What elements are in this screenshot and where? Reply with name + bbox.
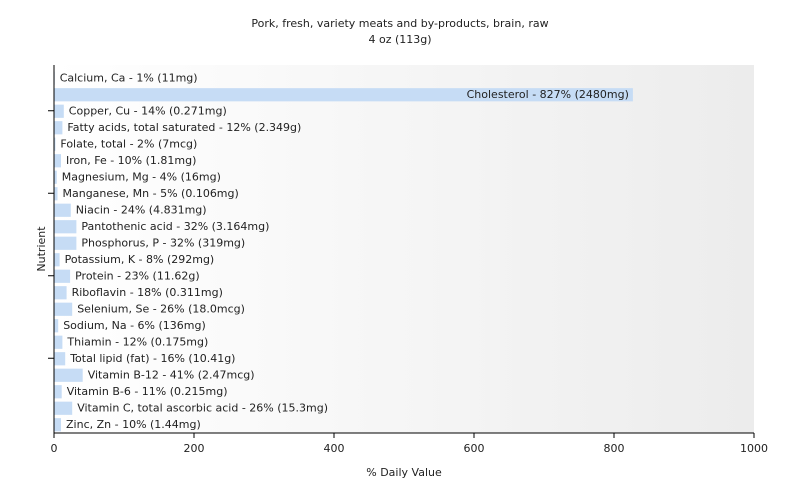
x-tick-label: 200 [184,442,205,455]
bar-label: Fatty acids, total saturated - 12% (2.34… [67,121,301,134]
x-axis-title: % Daily Value [366,466,442,479]
x-tick-label: 400 [324,442,345,455]
bar [54,335,63,349]
bar [54,220,77,234]
chart-subtitle: 4 oz (113g) [368,33,431,46]
bar-label: Zinc, Zn - 10% (1.44mg) [66,418,201,431]
chart-title: Pork, fresh, variety meats and by-produc… [251,17,548,30]
bar-label: Niacin - 24% (4.831mg) [76,203,207,216]
bar [54,385,62,399]
bar-label: Vitamin B-6 - 11% (0.215mg) [67,385,228,398]
bar [54,236,77,250]
bar [54,137,56,151]
bar-label: Folate, total - 2% (7mcg) [60,137,197,150]
bar [54,154,61,168]
bar [54,203,71,217]
bar [54,401,73,415]
bar [54,187,58,201]
bar [54,368,83,382]
x-tick-label: 1000 [740,442,768,455]
bar-label: Calcium, Ca - 1% (11mg) [60,71,198,84]
bar [54,121,63,135]
bar-label: Potassium, K - 8% (292mg) [65,253,215,266]
bar-label: Cholesterol - 827% (2480mg) [467,88,629,101]
bar-label: Total lipid (fat) - 16% (10.41g) [69,352,235,365]
y-axis-title: Nutrient [35,226,48,272]
bar-label: Manganese, Mn - 5% (0.106mg) [63,187,239,200]
bar [54,104,64,118]
bar-label: Pantothenic acid - 32% (3.164mg) [81,220,269,233]
bar-label: Thiamin - 12% (0.175mg) [66,335,208,348]
bar [54,319,59,333]
bar-label: Selenium, Se - 26% (18.0mcg) [77,302,245,315]
bar-label: Riboflavin - 18% (0.311mg) [72,286,223,299]
bar-label: Iron, Fe - 10% (1.81mg) [66,154,196,167]
bar [54,418,61,432]
bar-label: Sodium, Na - 6% (136mg) [63,319,206,332]
x-tick-label: 0 [51,442,58,455]
bar [54,253,60,267]
bar-label: Vitamin C, total ascorbic acid - 26% (15… [77,401,328,414]
bar [54,302,73,316]
bar-label: Phosphorus, P - 32% (319mg) [81,236,245,249]
bar [54,88,633,102]
bar [54,286,67,300]
bar-label: Magnesium, Mg - 4% (16mg) [62,170,221,183]
bar [54,352,66,366]
bar-label: Copper, Cu - 14% (0.271mg) [69,104,227,117]
x-tick-label: 600 [464,442,485,455]
bar-label: Protein - 23% (11.62g) [75,269,200,282]
plot-background [54,65,754,433]
x-tick-label: 800 [604,442,625,455]
bar [54,269,71,283]
bar-label: Vitamin B-12 - 41% (2.47mcg) [88,368,255,381]
bar [54,170,57,184]
